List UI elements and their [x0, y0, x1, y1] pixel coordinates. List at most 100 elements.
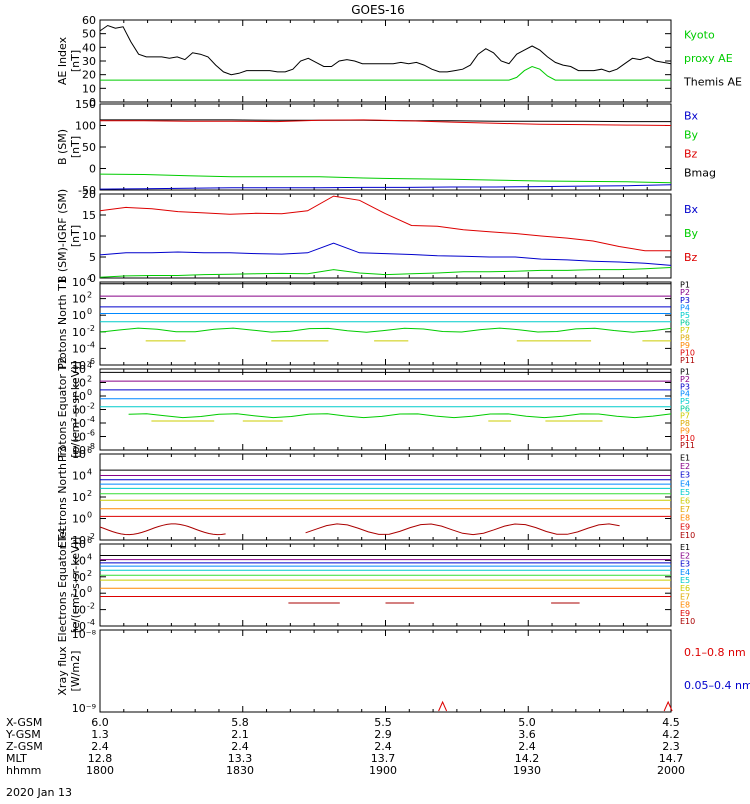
- legend-entry: E9: [680, 522, 690, 531]
- y-axis-unit: [nT]: [69, 225, 82, 247]
- y-tick-label: 10: [72, 534, 86, 547]
- series-line: [100, 119, 672, 126]
- series-line: [99, 267, 672, 278]
- y-tick-label: 10: [72, 276, 86, 289]
- panel-frame: [99, 281, 672, 366]
- ephemeris-label: Y-GSM: [5, 728, 41, 741]
- legend-entry: P3: [680, 296, 690, 305]
- panel-3: 0 5 10 15 20 B (SM)-IGRF (SM) [nT] Bx By Bz: [56, 188, 699, 285]
- legend-entry: P8: [680, 419, 690, 428]
- ephemeris-value: 1900: [369, 764, 397, 777]
- y-tick-label: 10: [72, 326, 86, 339]
- panel-frame: [99, 103, 672, 191]
- ephemeris-value: 13.7: [371, 752, 396, 765]
- legend-entry: E1: [680, 453, 690, 462]
- legend-entry: P1: [680, 368, 690, 377]
- ephemeris-label: hhmm: [6, 764, 41, 777]
- y-tick-label: 0: [89, 272, 96, 285]
- y-tick-label: 10: [72, 444, 86, 457]
- series-line: [99, 24, 672, 76]
- y-tick-label: 10: [72, 571, 86, 584]
- y-tick-label: 50: [82, 141, 96, 154]
- y-tick-label: 10: [72, 587, 86, 600]
- legend: Kyoto proxy AE Themis AE: [683, 29, 742, 89]
- legend-entry: Bz: [684, 148, 698, 161]
- legend-entry: E5: [680, 576, 690, 585]
- legend-entry: P2: [680, 375, 690, 384]
- legend-entry: 0.1–0.8 nm: [684, 646, 746, 659]
- legend-entry: Themis AE: [683, 76, 742, 89]
- y-tick-exponent: 0: [87, 585, 92, 594]
- legend-entry: E9: [680, 609, 690, 618]
- ephemeris-value: 1800: [86, 764, 114, 777]
- y-tick-label: 10⁻⁸: [72, 628, 97, 641]
- legend-entry: P4: [680, 303, 690, 312]
- panel-frame: [99, 453, 672, 541]
- series-e10: [99, 523, 620, 536]
- legend-entry: P7: [680, 326, 690, 335]
- y-tick-exponent: -2: [87, 532, 95, 541]
- y-tick-label: 20: [82, 69, 96, 82]
- y-tick-label: 50: [82, 28, 96, 41]
- y-tick-label: 10: [72, 470, 86, 483]
- y-tick-label: 10: [72, 293, 86, 306]
- ephemeris-value: 4.2: [662, 728, 680, 741]
- y-tick-label: 10: [72, 538, 86, 551]
- panel-frame: [99, 19, 672, 103]
- panel-frame: [99, 543, 672, 627]
- ephemeris-value: 5.0: [518, 716, 536, 729]
- legend-entry: P9: [680, 341, 690, 350]
- legend-entry: E8: [680, 601, 690, 610]
- y-tick-label: 10⁻⁹: [72, 702, 96, 715]
- y-tick-label: 150: [75, 98, 96, 111]
- y-tick-exponent: -8: [87, 442, 95, 451]
- series-bx: [99, 242, 672, 266]
- legend-entry: E3: [680, 471, 690, 480]
- y-tick-label: 10: [72, 431, 86, 444]
- y-axis-label: Protons Equator T2: [56, 357, 69, 462]
- xray-spike: [663, 700, 673, 712]
- legend-entry: Bx: [684, 109, 699, 122]
- y-axis-label: Electrons North T3: [56, 446, 69, 548]
- ephemeris-value: 2.4: [91, 740, 109, 753]
- legend-entry: E4: [680, 568, 690, 577]
- ephemeris-value: 14.7: [659, 752, 684, 765]
- ephemeris-value: 2.9: [374, 728, 392, 741]
- series-themis-ae: [99, 24, 672, 76]
- legend-entry: E1: [680, 543, 690, 552]
- legend-entry: E5: [680, 488, 690, 497]
- y-tick-label: 10: [72, 448, 86, 461]
- ephemeris-value: 2.1: [231, 728, 249, 741]
- legend-entry: E6: [680, 496, 690, 505]
- series-line: [99, 523, 226, 536]
- legend-entry: P11: [680, 441, 695, 450]
- y-axis-unit: [nT]: [69, 50, 82, 72]
- legend-entry: P5: [680, 397, 690, 406]
- series-by: [99, 173, 672, 184]
- ephemeris-table: X-GSM 6.0 5.8 5.5 5.0 4.5 Y-GSM 1.3 2.1 2.9 3.6 4.2…: [5, 716, 685, 777]
- y-axis-unit: [e/(cm²-s-sr-keV)]: [69, 537, 82, 633]
- series-0-1-0-8-nm: [438, 700, 673, 712]
- legend-entry: P10: [680, 434, 695, 443]
- series-p6: [99, 327, 672, 333]
- y-tick-exponent: 2: [87, 291, 92, 300]
- legend: Bx By Bz: [684, 203, 699, 264]
- legend-entry: P4: [680, 390, 690, 399]
- legend-entry: P3: [680, 382, 690, 391]
- ephemeris-value: 2.4: [518, 740, 536, 753]
- series-line: [128, 413, 672, 419]
- panel-frame: [99, 629, 672, 713]
- y-tick-exponent: -2: [87, 324, 95, 333]
- legend-entry: Bx: [684, 203, 699, 216]
- series-by: [99, 267, 672, 278]
- y-tick-label: 10: [82, 82, 96, 95]
- y-tick-label: 10: [72, 404, 86, 417]
- y-tick-label: 30: [82, 55, 96, 68]
- y-tick-label: 15: [82, 209, 96, 222]
